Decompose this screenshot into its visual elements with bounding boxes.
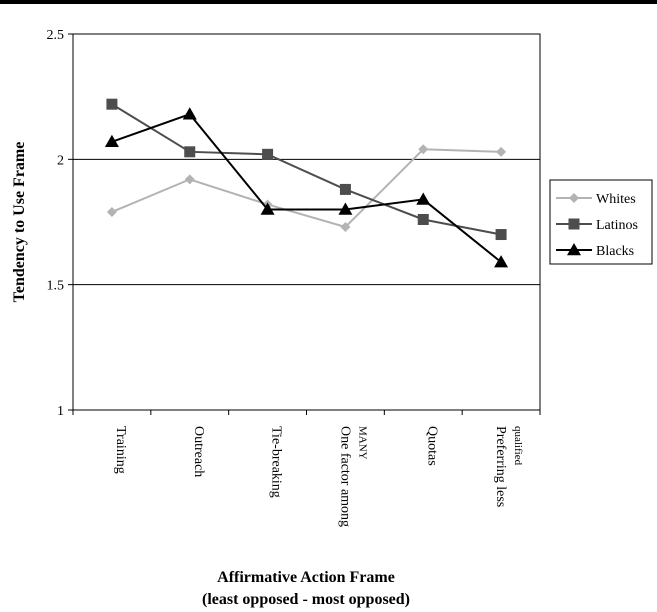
- x-axis-title: Affirmative Action Frame: [217, 569, 395, 586]
- data-point-blacks: [416, 192, 431, 205]
- legend: Whites Latinos Blacks: [549, 179, 653, 265]
- series-line-blacks: [111, 113, 502, 263]
- data-point-whites: [106, 206, 117, 217]
- y-axis-title: Tendency to Use Frame: [11, 142, 28, 303]
- x-category-label: qualified: [512, 426, 524, 466]
- legend-marker-whites: [569, 193, 579, 203]
- legend-label-latinos: Latinos: [596, 218, 638, 233]
- y-tick-label: 1.5: [47, 279, 65, 294]
- series-layer: [104, 98, 509, 268]
- top-rule: [0, 0, 657, 4]
- legend-marker-latinos: [568, 218, 580, 230]
- data-point-blacks: [494, 255, 509, 268]
- x-axis-ticks: Training Outreach Tie-breaking One factor a…: [72, 410, 541, 527]
- data-point-latinos: [262, 148, 274, 160]
- y-axis-ticks: 1 1.5 2 2.5: [47, 28, 73, 419]
- data-point-whites: [340, 222, 351, 233]
- y-tick-label: 2: [57, 153, 64, 168]
- x-category-label: Quotas: [424, 426, 439, 466]
- data-point-latinos: [417, 213, 429, 225]
- gridlines: [73, 158, 540, 286]
- x-category-label: MANY: [356, 426, 368, 460]
- data-point-whites: [496, 146, 507, 157]
- plot-area: [72, 33, 541, 411]
- data-point-latinos: [106, 98, 118, 110]
- x-category-label: Training: [113, 426, 128, 474]
- data-point-whites: [418, 144, 429, 155]
- data-point-blacks: [260, 202, 275, 215]
- series-line-whites: [111, 148, 502, 229]
- series-line-latinos: [111, 103, 502, 236]
- data-point-blacks: [104, 134, 119, 148]
- data-point-latinos: [184, 146, 196, 158]
- x-category-label: Tie-breaking: [269, 426, 284, 498]
- x-axis-subtitle: (least opposed - most opposed): [202, 591, 410, 608]
- data-point-latinos: [339, 183, 351, 195]
- legend-marker-blacks: [567, 243, 581, 256]
- x-category-label: Preferring less: [493, 426, 508, 507]
- x-category-label: One factor among: [337, 426, 352, 527]
- data-point-blacks: [182, 107, 197, 120]
- y-tick-label: 1: [57, 404, 64, 419]
- data-point-whites: [184, 174, 195, 185]
- legend-label-whites: Whites: [596, 192, 636, 207]
- data-point-latinos: [495, 229, 507, 241]
- x-category-label: Outreach: [191, 426, 206, 477]
- legend-label-blacks: Blacks: [596, 244, 634, 259]
- y-tick-label: 2.5: [47, 28, 65, 43]
- data-point-blacks: [338, 202, 353, 215]
